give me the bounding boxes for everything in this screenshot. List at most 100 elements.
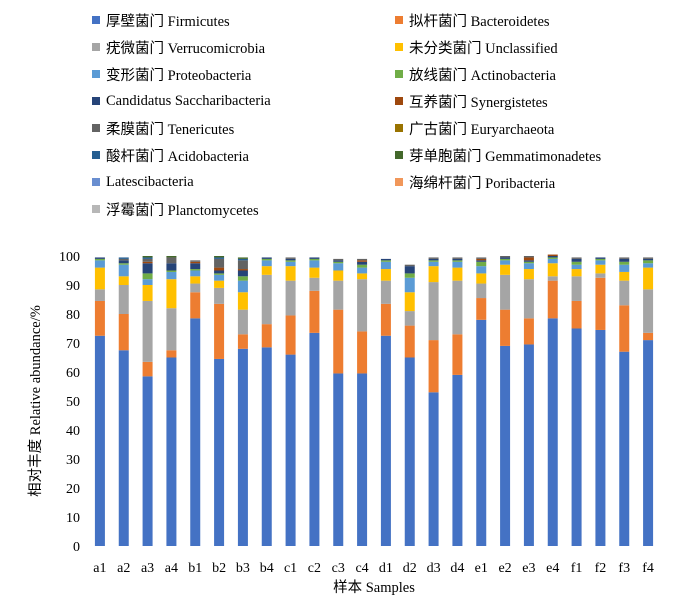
bar-segment <box>214 280 225 288</box>
bar-segment <box>357 260 368 262</box>
bar-segment <box>547 318 558 546</box>
bar-segment <box>619 351 630 546</box>
x-tick-label: a3 <box>141 561 154 576</box>
bar-segment <box>452 374 463 546</box>
bar-segment <box>237 280 248 293</box>
bar-segment <box>190 269 201 271</box>
bar-segment <box>237 260 248 270</box>
bar-segment <box>333 280 344 310</box>
y-tick-label: 70 <box>66 337 80 352</box>
bar-segment <box>357 267 368 274</box>
legend-swatch <box>92 151 100 159</box>
bar-segment <box>404 311 415 326</box>
x-tick-label: c1 <box>284 561 297 576</box>
legend-swatch <box>92 178 100 186</box>
bar-segment <box>571 269 582 277</box>
legend-swatch <box>92 205 100 213</box>
legend-label: 拟杆菌门 Bacteroidetes <box>409 13 550 30</box>
legend-label: 未分类菌门 Unclassified <box>409 40 558 57</box>
bar-segment <box>428 257 439 259</box>
bar-segment <box>214 287 225 304</box>
x-tick-label: f1 <box>571 561 583 576</box>
legend-swatch <box>395 43 403 51</box>
legend-item: 拟杆菌门 Bacteroidetes <box>395 10 550 30</box>
bar-segment <box>619 305 630 352</box>
legend-swatch <box>92 70 100 78</box>
bar-segment <box>214 358 225 546</box>
bar-segment <box>428 282 439 341</box>
bar-segment <box>142 258 153 262</box>
legend-item: 浮霉菌门 Planctomycetes <box>92 199 259 219</box>
bar-segment <box>285 280 296 316</box>
legend-label: 柔膜菌门 Tenericutes <box>106 121 235 138</box>
bar-segment <box>309 267 320 278</box>
bar-segment <box>333 261 344 264</box>
bar-segment <box>357 264 368 268</box>
bar-segment <box>237 269 248 271</box>
bar-segment <box>237 348 248 546</box>
bar-segment <box>261 324 272 348</box>
bar-segment <box>190 270 201 277</box>
y-axis-title: 相对丰度 Relative abundance/% <box>27 305 44 497</box>
bar-segment <box>523 261 534 264</box>
x-tick-label: c3 <box>332 561 345 576</box>
bar-segment <box>523 279 534 319</box>
legend-item: 变形菌门 Proteobacteria <box>92 64 251 84</box>
x-tick-label: a4 <box>165 561 178 576</box>
bar-segment <box>595 277 606 330</box>
bar-segment <box>547 276 558 281</box>
bar-segment <box>428 258 439 261</box>
legend-swatch <box>395 151 403 159</box>
x-tick-label: e4 <box>546 561 559 576</box>
y-tick-label: 90 <box>66 279 80 294</box>
bar-segment <box>142 261 153 264</box>
bar-segment <box>404 292 415 312</box>
bar-segment <box>643 267 654 290</box>
x-tick-label: c4 <box>355 561 368 576</box>
bar-segment <box>523 256 534 258</box>
bar-segment <box>380 261 391 270</box>
bar-segment <box>571 328 582 546</box>
x-tick-label: b2 <box>212 561 226 576</box>
bar-segment <box>118 258 129 261</box>
bar-segment <box>643 340 654 546</box>
legend-item: 柔膜菌门 Tenericutes <box>92 118 234 138</box>
bar-segment <box>214 258 225 268</box>
legend-label: 放线菌门 Actinobacteria <box>409 67 556 84</box>
bar-segment <box>380 280 391 304</box>
bar-segment <box>357 279 368 332</box>
bar-segment <box>547 257 558 259</box>
x-tick-label: b1 <box>188 561 202 576</box>
bar-segment <box>166 270 177 272</box>
bar-segment <box>595 329 606 546</box>
bar-segment <box>523 344 534 546</box>
legend-swatch <box>92 124 100 132</box>
bar-segment <box>142 257 153 259</box>
bar-segment <box>547 258 558 264</box>
x-tick-label: f4 <box>642 561 654 576</box>
bar-segment <box>571 261 582 265</box>
bar-segment <box>595 258 606 261</box>
legend-item: 海绵杆菌门 Poribacteria <box>395 172 555 192</box>
y-tick-label: 0 <box>73 540 80 555</box>
bar-segment <box>380 258 391 261</box>
bar-segment <box>309 290 320 333</box>
x-tick-label: b3 <box>236 561 250 576</box>
bar-segment <box>428 261 439 267</box>
bar-segment <box>428 266 439 283</box>
bar-segment <box>452 280 463 335</box>
legend-label: 芽单胞菌门 Gemmatimonadetes <box>409 148 602 165</box>
bar-segment <box>142 263 153 274</box>
bar-segment <box>142 279 153 285</box>
bar-segment <box>595 273 606 278</box>
bar-segment <box>643 260 654 264</box>
y-tick-label: 20 <box>66 482 80 497</box>
legend-swatch <box>92 97 100 105</box>
bar-segment <box>142 273 153 280</box>
bar-segment <box>643 332 654 341</box>
bar-segment <box>142 300 153 362</box>
bar-segment <box>547 256 558 258</box>
bar-segment <box>214 257 225 259</box>
bar-segment <box>166 308 177 351</box>
bar-segment <box>404 325 415 358</box>
